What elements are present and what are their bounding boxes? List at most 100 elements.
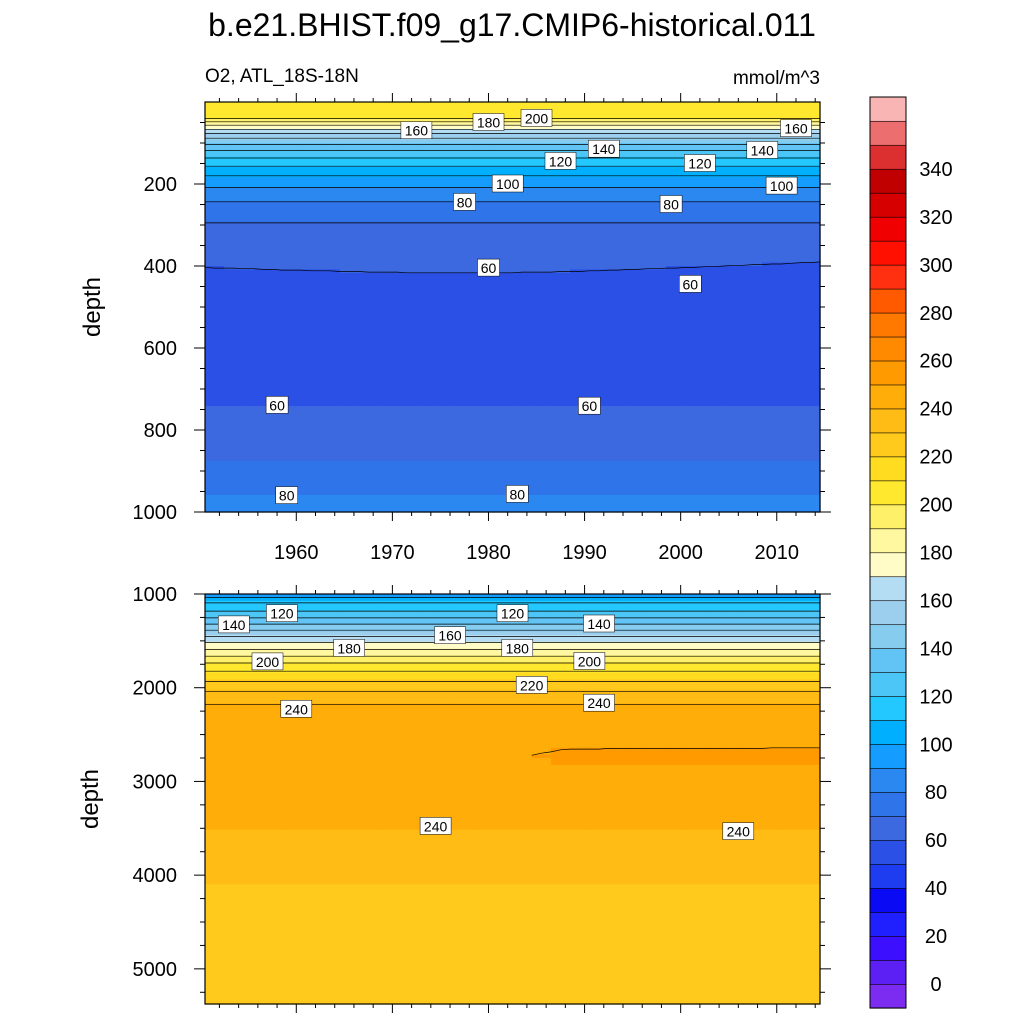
contour-cell (723, 204, 744, 209)
contour-cell (723, 460, 744, 465)
contour-cell (416, 334, 437, 339)
contour-cell (531, 259, 552, 264)
contour-cell (800, 665, 821, 670)
contour-cell (205, 276, 225, 281)
contour-cell (800, 371, 821, 376)
contour-cell (531, 419, 552, 424)
contour-cell (416, 310, 437, 315)
contour-cell (243, 443, 264, 448)
contour-cell (570, 426, 590, 431)
contour-cell (781, 430, 802, 435)
contour-cell (589, 672, 610, 677)
contour-cell (743, 115, 763, 120)
contour-cell (205, 484, 225, 489)
contour-cell (800, 402, 821, 407)
contour-cell (474, 501, 494, 506)
contour-cell (416, 184, 437, 189)
contour-cell (320, 160, 341, 165)
contour-cell (262, 231, 283, 236)
contour-cell (589, 412, 610, 417)
contour-cell (781, 330, 802, 335)
contour-cell (205, 351, 225, 356)
contour-cell (205, 218, 225, 223)
contour-cell (723, 505, 744, 510)
contour-cell (281, 307, 302, 312)
contour-cell (339, 607, 360, 612)
contour-cell (743, 129, 763, 134)
contour-cell (589, 238, 610, 243)
contour-cell (358, 163, 379, 168)
contour-cell (666, 225, 687, 230)
contour-cell (666, 255, 687, 260)
contour-cell (570, 419, 590, 424)
x-tick-label: 2000 (658, 542, 703, 564)
contour-cell (685, 238, 706, 243)
contour-cell (205, 160, 225, 165)
contour-cell (627, 283, 648, 288)
contour-cell (608, 245, 629, 250)
contour-cell (377, 317, 398, 322)
contour-cell (781, 143, 802, 148)
contour-cell (339, 423, 360, 428)
contour-cell (262, 382, 283, 387)
contour-cell (589, 501, 610, 506)
contour-cell (531, 440, 552, 445)
x-tick-label: 1960 (274, 542, 319, 564)
contour-cell (512, 276, 533, 281)
contour-cell (550, 289, 571, 294)
contour-cell (781, 412, 802, 417)
contour-cell (358, 344, 379, 349)
contour-cell (685, 460, 706, 465)
contour-cell (800, 375, 821, 380)
contour-cell (205, 371, 225, 376)
contour-cell (339, 655, 360, 660)
contour-cell (224, 604, 245, 609)
contour-cell (627, 484, 648, 489)
contour-cell (550, 464, 571, 469)
contour-cell (781, 262, 802, 267)
contour-cell (531, 361, 552, 366)
contour-cell (205, 645, 225, 650)
contour-cell (224, 676, 245, 681)
contour-cell (647, 361, 667, 366)
contour-cell (320, 204, 341, 209)
contour-cell (416, 283, 437, 288)
contour-cell (800, 382, 821, 387)
contour-cell (301, 276, 321, 281)
contour-cell (512, 330, 533, 335)
contour-cell (397, 648, 418, 653)
contour-cell (608, 392, 629, 397)
contour-cell (339, 662, 360, 667)
contour-cell (224, 450, 245, 455)
contour-cell (647, 508, 667, 513)
contour-cell (800, 276, 821, 281)
contour-cell (339, 330, 360, 335)
contour-cell (685, 119, 706, 124)
contour-cell (647, 160, 667, 165)
contour-cell (224, 187, 245, 192)
contour-cell (205, 225, 225, 230)
contour-cell (704, 399, 725, 404)
contour-cell (608, 293, 629, 298)
contour-cell (262, 211, 283, 216)
contour-cell (205, 665, 225, 670)
contour-cell (723, 392, 744, 397)
contour-cell (397, 105, 418, 110)
contour-cell (608, 197, 629, 202)
contour-cell (800, 419, 821, 424)
contour-cell (474, 399, 494, 404)
contour-cell (685, 351, 706, 356)
contour-cell (493, 676, 514, 681)
contour-cell (339, 368, 360, 373)
contour-cell (301, 143, 321, 148)
contour-cell (224, 665, 245, 670)
contour-cell (281, 641, 302, 646)
contour-cell (531, 307, 552, 312)
contour-cell (589, 416, 610, 421)
contour-cell (377, 197, 398, 202)
contour-cell (743, 330, 763, 335)
contour-cell (647, 648, 667, 653)
contour-cell (224, 423, 245, 428)
contour-cell (397, 662, 418, 667)
contour-cell (704, 402, 725, 407)
